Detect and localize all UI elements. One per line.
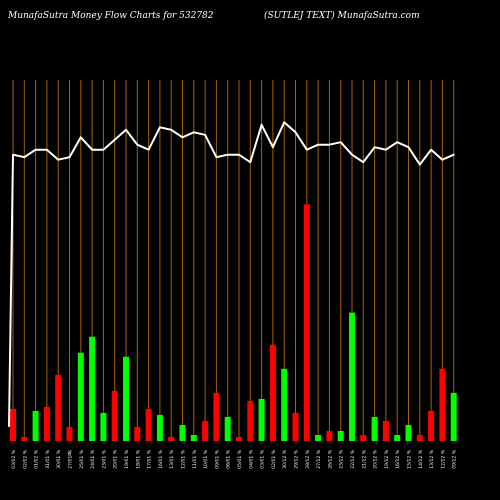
x-tick-label: 29/12 %: [294, 449, 300, 468]
money-flow-bar: [315, 434, 322, 441]
x-tick-label: 21/12 %: [361, 449, 367, 468]
money-flow-bar: [269, 344, 276, 441]
money-flow-bar: [55, 374, 62, 441]
x-tick-label: 10/01 %: [203, 449, 209, 468]
money-flow-bar: [168, 436, 175, 441]
x-tick-label: 27/01 %: [68, 449, 74, 468]
chart-title: MunafaSutra Money Flow Charts for 532782: [7, 11, 214, 21]
x-tick-label: 05/01 %: [237, 449, 243, 468]
x-tick-label: 11/01 %: [192, 449, 198, 468]
x-tick-label: 13/01 %: [169, 449, 175, 468]
x-tick-label: 02/01 %: [271, 449, 277, 468]
x-tick-label: 23/12 %: [339, 449, 345, 468]
x-tick-label: 17/01 %: [147, 449, 153, 468]
money-flow-bar: [66, 426, 73, 441]
money-flow-bar: [337, 430, 344, 441]
price-line: [8, 121, 455, 428]
x-tick-label: 13/12 %: [429, 449, 435, 468]
x-tick-label: 15/12 %: [407, 449, 413, 468]
x-tick-label: 19/01 %: [124, 449, 130, 468]
money-flow-bar: [32, 410, 39, 441]
money-flow-bar: [145, 408, 152, 441]
money-flow-bar: [382, 420, 389, 441]
x-tick-label: 02/02 %: [22, 449, 28, 468]
money-flow-bar: [450, 392, 457, 441]
money-flow-bar: [247, 400, 254, 441]
money-flow-bar: [439, 368, 446, 441]
x-tick-label: 20/01 %: [113, 449, 119, 468]
x-tick-label: 16/01 %: [158, 449, 164, 468]
money-flow-bar: [123, 356, 129, 441]
x-tick-label: 12/12 %: [440, 449, 446, 468]
money-flow-bar: [303, 204, 310, 441]
money-flow-bar: [326, 430, 333, 441]
x-tick-label: 01/02 %: [34, 449, 40, 468]
money-flow-bar: [371, 416, 378, 441]
x-tick-label: 06/01 %: [226, 449, 232, 468]
x-tick-label: 04/01 %: [248, 449, 254, 468]
x-tick-label: 18/01 %: [135, 449, 141, 468]
x-tick-label: 03/01 %: [260, 449, 266, 468]
x-tick-label: 20/12 %: [373, 449, 379, 468]
money-flow-bar: [156, 414, 163, 441]
money-flow-bar: [21, 436, 28, 441]
money-flow-bar: [134, 426, 141, 441]
price-line-layer: [8, 121, 455, 428]
money-flow-bar: [360, 434, 367, 441]
money-flow-bar: [190, 434, 197, 441]
x-tick-label: 03/02 %: [11, 449, 17, 468]
money-flow-bar: [394, 434, 401, 441]
x-tick-label: 30/01 %: [56, 449, 62, 468]
money-flow-bar: [258, 398, 265, 441]
money-flow-bar: [224, 416, 231, 441]
x-tick-label: 09/01 %: [214, 449, 220, 468]
money-flow-bar: [111, 390, 118, 441]
money-flow-bar: [405, 424, 412, 441]
x-tick-label: 28/12 %: [305, 449, 311, 468]
zero-label: 0: [68, 452, 71, 458]
money-flow-bar: [213, 392, 220, 441]
money-flow-bar: [179, 424, 186, 441]
x-tick-label: 22/12 %: [350, 449, 356, 468]
x-tick-label: 23/01 %: [101, 449, 107, 468]
x-tick-labels: 03/02 % 02/02 % 01/02 % 31/01 % 30/01 % 27/01…: [11, 449, 458, 468]
x-tick-label: 19/12 %: [384, 449, 390, 468]
money-flow-bar: [100, 412, 107, 441]
money-flow-bar: [202, 420, 209, 441]
x-tick-label: 24/01 %: [90, 449, 96, 468]
money-flow-bar: [292, 412, 299, 441]
money-flow-bar: [89, 336, 96, 441]
money-flow-bar: [281, 368, 288, 441]
x-tick-label: 25/01 %: [79, 449, 85, 468]
x-tick-label: 12/01 %: [181, 449, 187, 468]
money-flow-bar: [43, 406, 50, 441]
x-tick-label: 27/12 %: [316, 449, 322, 468]
money-flow-bar: [77, 352, 84, 441]
x-tick-label: 30/12 %: [282, 449, 288, 468]
money-flow-bar: [236, 436, 242, 441]
x-tick-label: 09/12 %: [452, 449, 458, 468]
x-tick-label: 26/12 %: [327, 449, 333, 468]
money-flow-bar: [349, 312, 355, 441]
x-tick-label: 16/12 %: [395, 449, 401, 468]
money-flow-bars: [10, 204, 457, 441]
x-tick-label: 31/01 %: [45, 449, 51, 468]
money-flow-bar: [428, 410, 435, 441]
money-flow-bar: [416, 434, 423, 441]
chart-subtitle: (SUTLEJ TEXT) MunafaSutra.com: [264, 10, 420, 21]
money-flow-bar: [10, 408, 16, 441]
x-tick-label: 14/12 %: [418, 449, 424, 468]
